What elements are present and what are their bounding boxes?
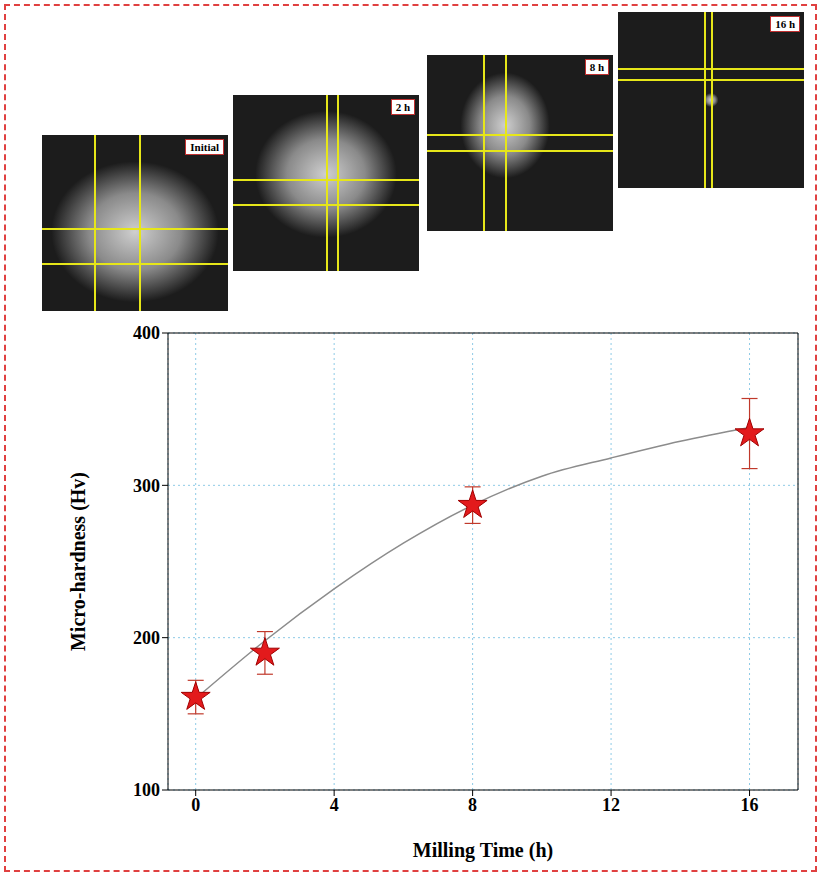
svg-text:Micro-hardness (Hv): Micro-hardness (Hv) [67, 472, 90, 651]
svg-text:0: 0 [191, 795, 200, 815]
svg-text:12: 12 [602, 795, 620, 815]
svg-text:8: 8 [468, 795, 477, 815]
svg-text:400: 400 [133, 323, 160, 343]
svg-text:Milling Time (h): Milling Time (h) [413, 839, 553, 862]
svg-text:100: 100 [133, 780, 160, 800]
svg-text:200: 200 [133, 628, 160, 648]
svg-text:4: 4 [330, 795, 339, 815]
svg-text:300: 300 [133, 476, 160, 496]
html-text:Initial: Initial [190, 141, 219, 153]
html-text:2 h: 2 h [395, 101, 410, 113]
html-text:16 h: 16 h [775, 18, 795, 30]
svg-text:16: 16 [741, 795, 759, 815]
html-text:8 h: 8 h [589, 61, 604, 73]
